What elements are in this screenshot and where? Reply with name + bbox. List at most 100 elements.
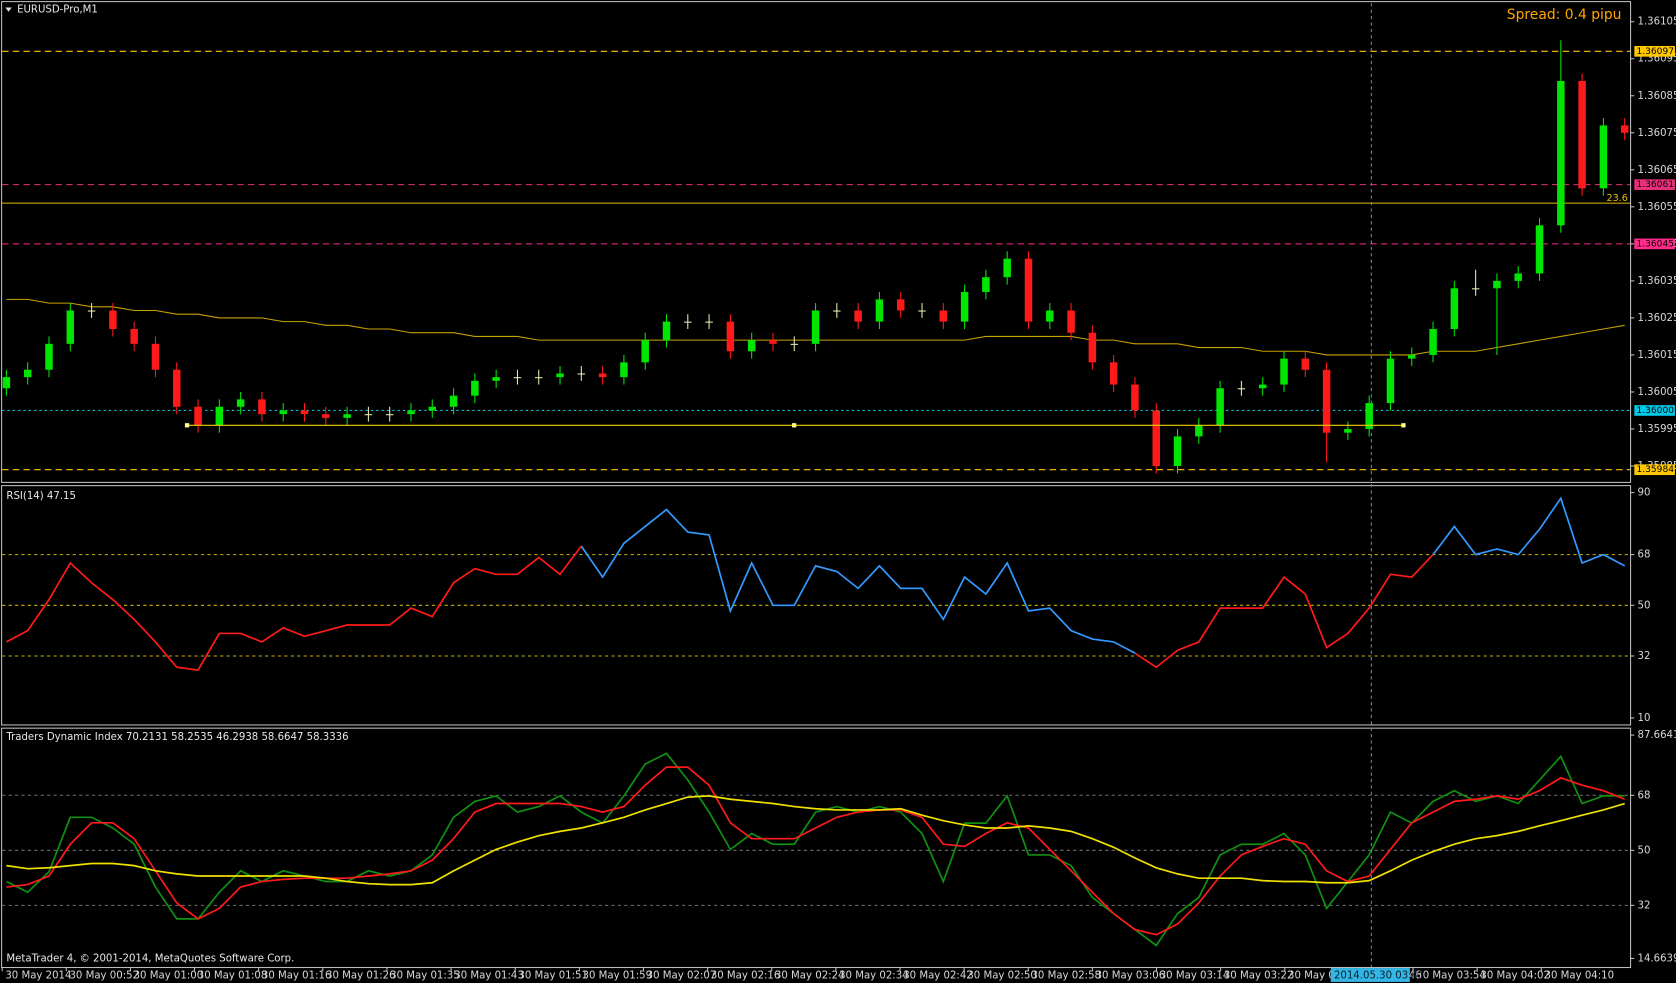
x-tick-label: 30 May 02:16	[711, 971, 781, 982]
candle-body	[1578, 80, 1586, 189]
candle-body	[1046, 310, 1054, 322]
y-tick-label: 50	[1638, 600, 1651, 611]
x-tick-label: 30 May 01:16	[262, 971, 332, 982]
x-tick-label: 30 May 03:06	[1096, 971, 1166, 982]
candle-body	[449, 395, 458, 407]
price-level-label: 1.36000	[1636, 406, 1674, 416]
indicator-line	[6, 545, 583, 671]
y-tick-label: 14.6639	[1638, 953, 1676, 964]
trendline-handle	[1401, 423, 1406, 428]
candle-body	[1173, 436, 1182, 467]
candle-body	[322, 414, 330, 418]
candle-body	[173, 369, 181, 407]
x-tick-label: 30 May 01:00	[134, 971, 204, 982]
y-tick-label: 1.36035	[1638, 276, 1676, 287]
trendline-handle	[184, 423, 190, 428]
y-tick-label: 90	[1638, 488, 1651, 499]
candle-body	[513, 377, 522, 379]
menu-triangle[interactable]	[5, 7, 12, 12]
y-tick-label: 1.36105	[1638, 17, 1676, 28]
candle-body	[1280, 358, 1288, 385]
candle-body	[1301, 358, 1310, 370]
y-tick-label: 10	[1638, 713, 1651, 724]
candle-body	[1408, 354, 1416, 359]
candle-body	[705, 321, 713, 323]
candle-body	[236, 399, 245, 407]
candle-body	[215, 406, 224, 426]
x-tick-label: 30 May 01:35	[390, 971, 460, 982]
y-tick-label: 1.36055	[1638, 202, 1676, 213]
price-level-tag	[1634, 179, 1675, 190]
price-level-tag	[1634, 405, 1675, 416]
candle-body	[66, 310, 75, 344]
candle-body	[535, 377, 543, 379]
y-tick-label: 1.36085	[1638, 91, 1676, 102]
indicator-line	[1432, 496, 1626, 567]
y-tick-label: 32	[1638, 900, 1651, 911]
candle-body	[428, 406, 437, 411]
candle-body	[364, 414, 373, 416]
x-tick-label: 30 May 01:59	[583, 971, 653, 982]
candle-body	[87, 310, 96, 312]
indicator-line	[580, 508, 1136, 654]
price-level-tag	[1634, 45, 1675, 57]
candle-body	[279, 410, 287, 415]
price-level-tag	[1634, 238, 1675, 250]
candle-body	[1131, 384, 1139, 411]
y-tick-label: 1.36005	[1638, 387, 1676, 398]
candle-body	[1067, 310, 1075, 333]
price-level-label: 1.36045	[1636, 239, 1674, 249]
y-tick-label: 1.36015	[1638, 350, 1676, 361]
candle-body	[1237, 388, 1246, 390]
candle-body	[45, 343, 53, 370]
candle-body	[577, 373, 586, 375]
x-tick-label: 30 May 02:42	[903, 971, 973, 982]
x-tick-label: 30 May 01:26	[326, 971, 396, 982]
candle-body	[982, 277, 990, 292]
candle-body	[2, 377, 11, 389]
indicator-line	[1134, 554, 1434, 669]
candle-body	[1088, 332, 1097, 363]
candle-body	[1003, 258, 1011, 278]
candle-body	[1152, 410, 1160, 467]
cursor-time-tag	[1330, 968, 1410, 982]
rsi-title: RSI(14) 47.15	[6, 491, 76, 502]
candle-body	[1599, 125, 1608, 189]
candle-body	[1195, 425, 1203, 437]
candle-body	[960, 291, 969, 322]
y-tick-label: 1.35995	[1638, 424, 1676, 435]
x-tick-label: 30 May 03:54	[1416, 971, 1486, 982]
fibo-level-label: 23.6	[1606, 193, 1627, 204]
candle-body	[918, 310, 926, 312]
candle-body	[662, 321, 671, 341]
candle-body	[875, 299, 884, 322]
candle-body	[407, 410, 415, 415]
candle-body	[300, 410, 309, 415]
candle-body	[769, 340, 777, 344]
y-tick-label: 32	[1638, 651, 1651, 662]
candle-body	[258, 399, 266, 415]
tdi-panel-frame	[1, 727, 1632, 969]
candle-body	[726, 321, 735, 352]
candle-body	[1109, 362, 1118, 385]
y-tick-label: 1.36065	[1638, 165, 1676, 176]
candle-body	[492, 377, 500, 381]
candle-body	[1429, 329, 1437, 355]
candle-body	[1514, 273, 1522, 281]
x-tick-label: 30 May 02:24	[775, 971, 845, 982]
tdi-title: Traders Dynamic Index 70.2131 58.2535 46…	[5, 732, 348, 743]
trendline-handle	[792, 423, 797, 428]
candle-body	[1471, 288, 1480, 290]
plot-layer: 1.36105 1.36095 1.36085 1.36075 1.36065 1.360…	[1, 17, 1676, 982]
candle-body	[1365, 403, 1373, 429]
spread-label: Spread: 0.4 pipu	[1507, 7, 1622, 23]
candle-body	[854, 310, 862, 322]
candle-body	[939, 310, 948, 322]
candle-body	[598, 373, 607, 378]
y-tick-label: 50	[1638, 845, 1651, 856]
candle-body	[109, 310, 117, 330]
price-level-label: 1.35984	[1636, 465, 1674, 475]
x-tick-label: 30 May 00:52	[69, 971, 139, 982]
